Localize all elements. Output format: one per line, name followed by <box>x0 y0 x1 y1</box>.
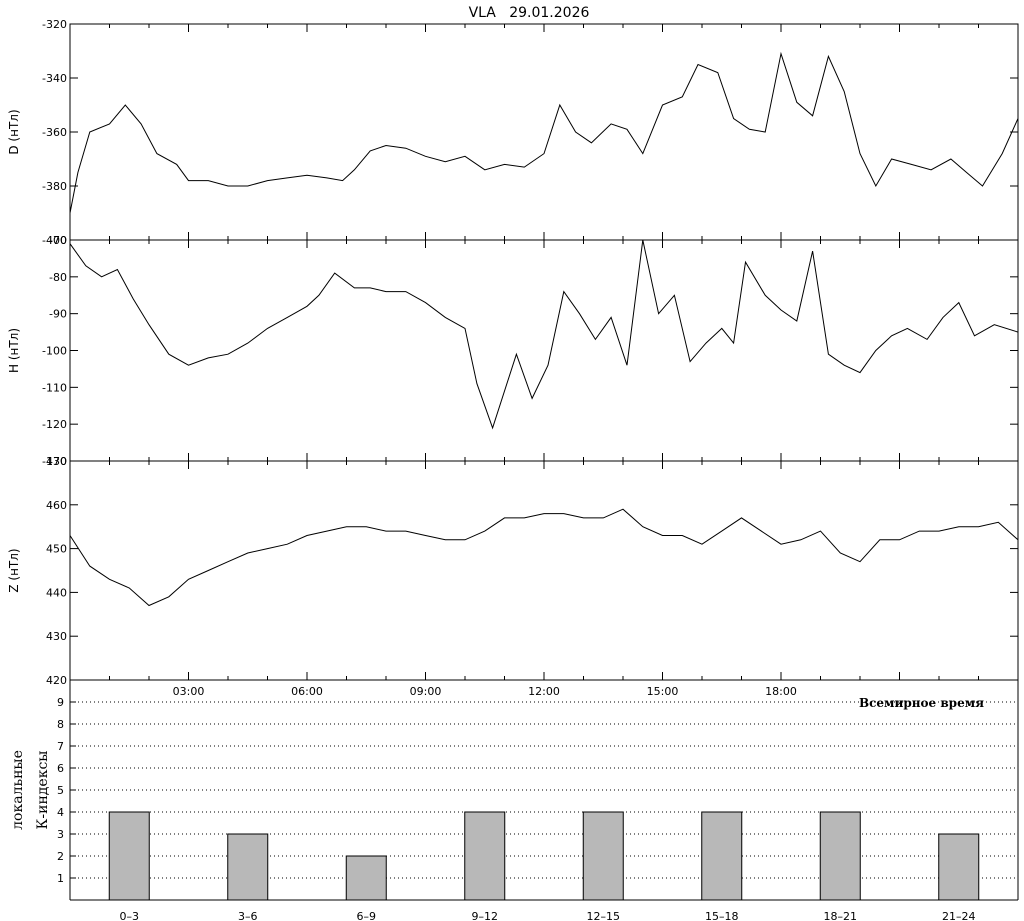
k-y-tick-label: 7 <box>57 740 64 753</box>
h-panel-y-label: H (нТл) <box>7 328 21 373</box>
panel-d: -320 -340 -360 -380 -400 D (нТл) <box>7 18 1019 247</box>
k-category-label: 9–12 <box>472 910 499 921</box>
z-panel-y-tick-label: 420 <box>46 674 67 687</box>
panel-k-index: 1 2 3 4 5 6 7 8 9 0–3 3–6 6–9 9–12 12–15 15–18 18–21 21–… <box>57 680 1019 921</box>
h-panel-y-tick-label: -90 <box>49 308 67 321</box>
k-index-bar <box>345 855 387 901</box>
h-panel-y-tick-label: -110 <box>42 381 67 394</box>
k-y-tick-label: 6 <box>57 762 64 775</box>
k-category-label: 0–3 <box>120 910 140 921</box>
k-category-label: 15–18 <box>705 910 739 921</box>
h-panel-y-tick-label: -120 <box>42 418 67 431</box>
k-y-tick-label: 4 <box>57 806 64 819</box>
h-panel-y-tick-label: -100 <box>42 345 67 358</box>
time-tick-label: 09:00 <box>410 685 442 698</box>
h-panel-y-tick-label: -70 <box>49 234 67 247</box>
h-panel-y-tick-label: -130 <box>42 455 67 468</box>
d-panel-y-tick-label: -380 <box>42 180 67 193</box>
d-panel-y-tick-label: -360 <box>42 126 67 139</box>
k-index-bar <box>582 811 624 901</box>
time-tick-label: 12:00 <box>528 685 560 698</box>
time-tick-label: 15:00 <box>647 685 679 698</box>
z-panel-y-tick-label: 450 <box>46 543 67 556</box>
k-y-tick-label: 1 <box>57 872 64 885</box>
z-panel-y-tick-label: 440 <box>46 586 67 599</box>
d-panel-y-tick-label: -400 <box>42 234 67 247</box>
h-panel-series-line <box>69 239 1019 430</box>
k-category-label: 18–21 <box>824 910 858 921</box>
k-index-bar <box>464 811 506 901</box>
z-panel-y-tick-label: 460 <box>46 499 67 512</box>
k-y-tick-label: 8 <box>57 718 64 731</box>
chart-title: VLA 29.01.2026 <box>469 5 590 21</box>
k-category-label: 12–15 <box>587 910 621 921</box>
time-tick-label: 06:00 <box>291 685 323 698</box>
d-panel-y-tick-label: -340 <box>42 72 67 85</box>
d-panel-series-line <box>69 51 1019 214</box>
z-panel-frame <box>69 460 1019 681</box>
utc-axis-label: Всемирное время <box>859 696 984 710</box>
k-y-tick-label: 3 <box>57 828 64 841</box>
time-tick-label: 18:00 <box>765 685 797 698</box>
d-panel-y-label: D (нТл) <box>7 109 21 154</box>
k-index-axis-label: К-индексы <box>35 751 51 830</box>
d-panel-y-tick-label: -320 <box>42 18 67 31</box>
k-category-label: 6–9 <box>357 910 377 921</box>
z-panel-y-label: Z (нТл) <box>7 548 21 592</box>
k-index-bar <box>227 833 269 901</box>
k-index-bar <box>819 811 861 901</box>
h-panel-y-tick-label: -80 <box>49 271 67 284</box>
k-y-tick-label: 2 <box>57 850 64 863</box>
k-category-label: 21–24 <box>942 910 976 921</box>
k-index-bar <box>108 811 150 901</box>
time-tick-label: 03:00 <box>173 685 205 698</box>
k-category-label: 3–6 <box>238 910 258 921</box>
z-panel-y-tick-label: 470 <box>46 455 67 468</box>
k-y-tick-label: 5 <box>57 784 64 797</box>
panel-h: -70 -80 -90 -100 -110 -120 -130 H (нТл) <box>7 234 1019 468</box>
k-index-bar <box>701 811 743 901</box>
z-panel-y-tick-label: 430 <box>46 630 67 643</box>
k-index-axis-label-2: локальные <box>10 750 26 830</box>
z-panel-series-line <box>69 508 1019 607</box>
panel-z: 470 460 450 440 430 420 Z (нТл) 03:00 06:00 09:00… <box>7 455 1019 698</box>
k-y-tick-label: 9 <box>57 696 64 709</box>
d-panel-frame <box>69 23 1019 241</box>
k-index-bar <box>938 833 980 901</box>
